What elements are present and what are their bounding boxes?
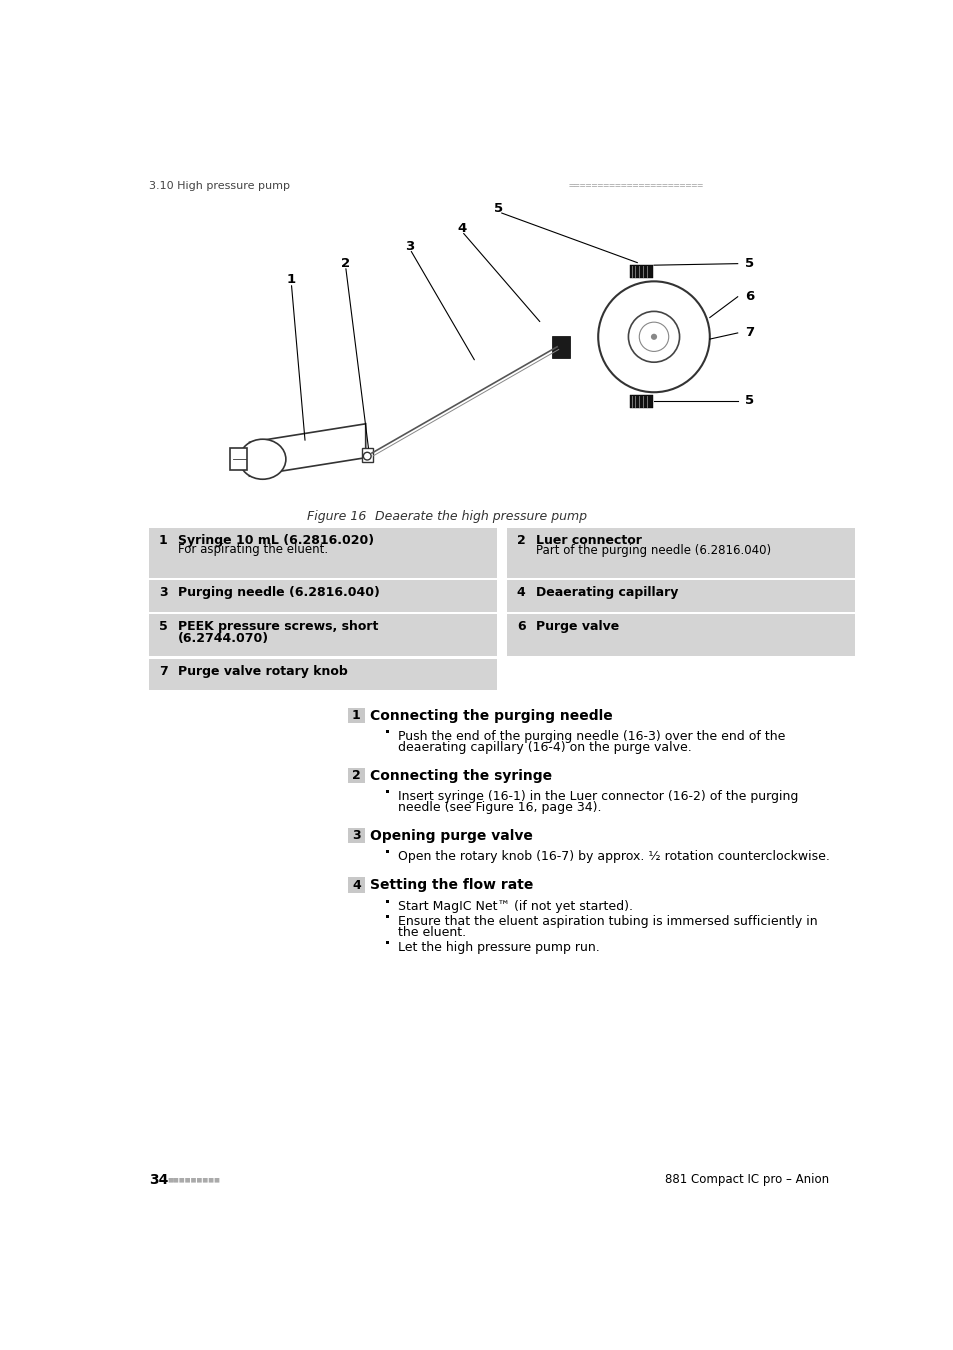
Text: Purging needle (6.2816.040): Purging needle (6.2816.040) xyxy=(178,586,379,599)
Text: Syringe 10 mL (6.2816.020): Syringe 10 mL (6.2816.020) xyxy=(178,533,374,547)
Bar xyxy=(348,828,365,844)
Text: 881 Compact IC pro – Anion: 881 Compact IC pro – Anion xyxy=(664,1173,828,1187)
Bar xyxy=(629,396,653,408)
Text: Open the rotary knob (16-7) by approx. ½ rotation counterclockwise.: Open the rotary knob (16-7) by approx. ½… xyxy=(397,850,829,864)
Bar xyxy=(551,336,570,358)
Bar xyxy=(385,941,389,944)
Bar xyxy=(506,528,855,578)
Bar xyxy=(348,878,365,892)
Text: Part of the purging needle (6.2816.040): Part of the purging needle (6.2816.040) xyxy=(536,544,771,558)
Circle shape xyxy=(628,312,679,362)
Text: 1: 1 xyxy=(158,533,168,547)
Text: Setting the flow rate: Setting the flow rate xyxy=(369,878,533,892)
Text: (6.2744.070): (6.2744.070) xyxy=(178,632,269,645)
Circle shape xyxy=(650,333,657,340)
Text: 2: 2 xyxy=(340,256,350,270)
Text: needle (see Figure 16, page 34).: needle (see Figure 16, page 34). xyxy=(397,801,601,814)
Bar xyxy=(149,659,497,690)
Bar xyxy=(149,528,497,578)
Bar xyxy=(230,448,247,470)
Bar xyxy=(361,448,373,462)
Bar xyxy=(385,730,389,733)
Text: 3.10 High pressure pump: 3.10 High pressure pump xyxy=(149,181,290,192)
Text: For aspirating the eluent.: For aspirating the eluent. xyxy=(178,543,328,556)
Text: 3: 3 xyxy=(158,586,167,599)
Text: Ensure that the eluent aspiration tubing is immersed sufficiently in: Ensure that the eluent aspiration tubing… xyxy=(397,915,817,927)
Text: Purge valve: Purge valve xyxy=(536,620,618,633)
Text: Deaerate the high pressure pump: Deaerate the high pressure pump xyxy=(359,510,587,522)
Text: 34: 34 xyxy=(149,1173,168,1187)
Text: 1: 1 xyxy=(352,709,360,722)
Bar xyxy=(506,614,855,656)
Text: Connecting the syringe: Connecting the syringe xyxy=(369,768,551,783)
Polygon shape xyxy=(249,424,365,477)
Bar xyxy=(385,915,389,918)
Text: deaerating capillary (16-4) on the purge valve.: deaerating capillary (16-4) on the purge… xyxy=(397,741,691,755)
Bar xyxy=(149,580,497,612)
Text: =======================: ======================= xyxy=(568,181,703,192)
Text: 1: 1 xyxy=(287,273,295,286)
Bar xyxy=(385,790,389,794)
Text: 5: 5 xyxy=(158,620,168,633)
Text: 3: 3 xyxy=(352,829,360,842)
Text: ■■■■■■■■■: ■■■■■■■■■ xyxy=(167,1177,220,1183)
Text: 7: 7 xyxy=(158,664,168,678)
Text: the eluent.: the eluent. xyxy=(397,926,466,938)
Text: 5: 5 xyxy=(494,202,503,216)
Ellipse shape xyxy=(239,439,286,479)
Bar xyxy=(348,707,365,724)
Text: 7: 7 xyxy=(744,327,754,339)
Text: Connecting the purging needle: Connecting the purging needle xyxy=(369,709,612,722)
Text: Purge valve rotary knob: Purge valve rotary knob xyxy=(178,664,348,678)
Circle shape xyxy=(598,281,709,393)
Text: 4: 4 xyxy=(352,879,360,891)
Text: 4: 4 xyxy=(517,586,525,599)
Text: 4: 4 xyxy=(456,223,466,235)
Bar xyxy=(385,850,389,853)
Text: Deaerating capillary: Deaerating capillary xyxy=(536,586,678,599)
Text: Start MagIC Net™ (if not yet started).: Start MagIC Net™ (if not yet started). xyxy=(397,899,633,913)
Text: 5: 5 xyxy=(744,256,754,270)
Text: 3: 3 xyxy=(405,240,414,254)
Text: 2: 2 xyxy=(352,769,360,782)
Text: Push the end of the purging needle (16-3) over the end of the: Push the end of the purging needle (16-3… xyxy=(397,730,785,744)
Bar xyxy=(385,899,389,903)
Text: Luer connector: Luer connector xyxy=(536,533,641,547)
Text: PEEK pressure screws, short: PEEK pressure screws, short xyxy=(178,620,378,633)
Text: 6: 6 xyxy=(744,290,754,304)
Text: Opening purge valve: Opening purge valve xyxy=(369,829,532,842)
Circle shape xyxy=(363,452,371,460)
Circle shape xyxy=(639,323,668,351)
Text: Figure 16: Figure 16 xyxy=(307,510,366,522)
Bar xyxy=(348,768,365,783)
Text: 2: 2 xyxy=(517,533,525,547)
Text: Let the high pressure pump run.: Let the high pressure pump run. xyxy=(397,941,599,954)
Text: Insert syringe (16-1) in the Luer connector (16-2) of the purging: Insert syringe (16-1) in the Luer connec… xyxy=(397,790,798,803)
Bar xyxy=(149,614,497,656)
Bar xyxy=(506,580,855,612)
Text: 6: 6 xyxy=(517,620,525,633)
Text: 5: 5 xyxy=(744,394,754,408)
Bar xyxy=(629,265,653,278)
